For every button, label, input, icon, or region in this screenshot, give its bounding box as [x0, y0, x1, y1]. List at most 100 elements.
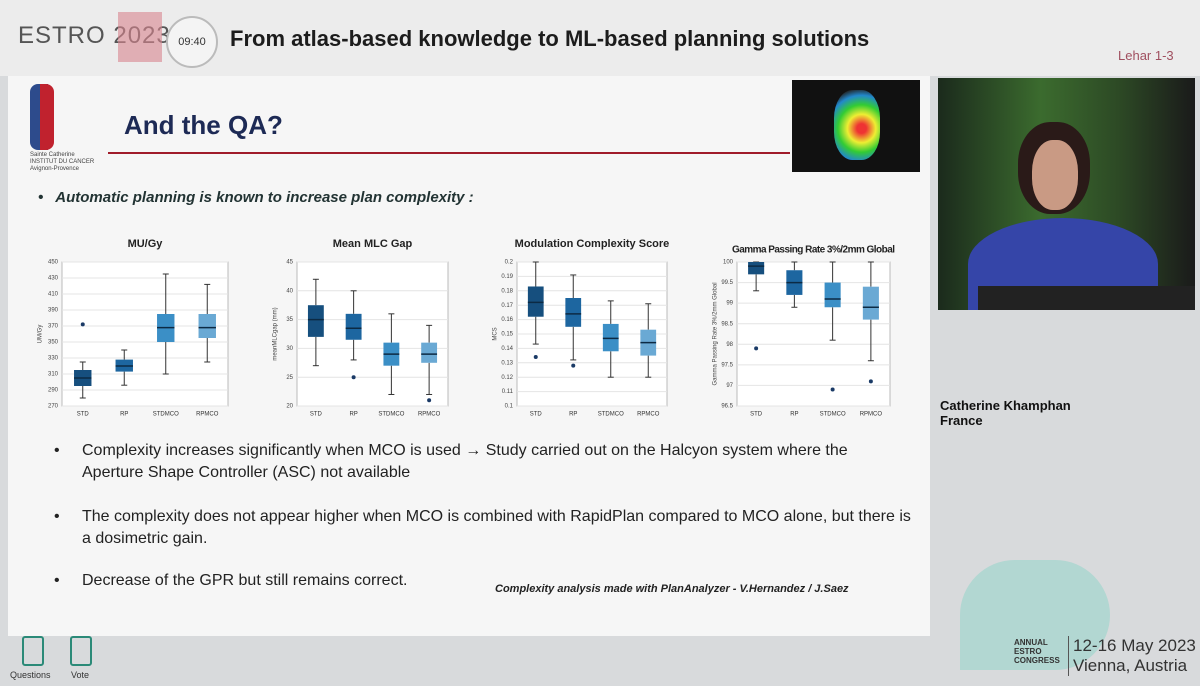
y-tick-label: 99: [726, 301, 733, 307]
y-tick-label: 0.13: [501, 360, 513, 366]
x-tick-label: STDMCO: [153, 412, 179, 418]
outlier: [868, 379, 873, 384]
bullet: The complexity does not appear higher wh…: [54, 506, 912, 550]
bullet: Complexity increases significantly when …: [54, 440, 912, 484]
y-tick-label: 0.2: [505, 260, 514, 266]
clock: 09:40: [166, 16, 218, 68]
vote-label[interactable]: Vote: [71, 670, 90, 680]
outlier: [533, 355, 538, 360]
y-tick-label: 0.17: [501, 303, 513, 309]
outlier: [830, 387, 835, 392]
x-tick-label: STD: [530, 412, 543, 418]
y-tick-label: 390: [48, 308, 59, 314]
y-tick-label: 25: [286, 375, 293, 381]
bullet: Decrease of the GPR but still remains co…: [54, 570, 912, 592]
box-plots: MU/GyUM/Gy270290310330350370390410430450…: [38, 238, 896, 418]
intro-text: Automatic planning is known to increase …: [55, 189, 474, 206]
x-tick-label: STD: [77, 412, 90, 418]
y-tick-label: 98: [726, 342, 733, 348]
x-tick-label: STDMCO: [598, 412, 624, 418]
y-tick-label: 450: [48, 260, 59, 266]
y-tick-label: 370: [48, 324, 59, 330]
logo-line: INSTITUT DU CANCER: [30, 159, 95, 165]
box: [748, 262, 765, 275]
speaker-video: [938, 78, 1195, 310]
y-tick-label: 290: [48, 388, 59, 394]
slide-title: And the QA?: [124, 110, 283, 140]
questions-label[interactable]: Questions: [10, 670, 51, 680]
congress-place: Vienna, Austria: [1073, 656, 1188, 675]
box: [307, 305, 324, 337]
x-tick-label: STD: [750, 412, 763, 418]
x-tick-label: RP: [120, 412, 128, 418]
y-axis-label: MCS: [493, 327, 499, 340]
questions-icon[interactable]: [22, 636, 44, 666]
y-tick-label: 97.5: [721, 362, 733, 368]
x-tick-label: RPMCO: [637, 412, 660, 418]
y-tick-label: 330: [48, 356, 59, 362]
box: [824, 282, 841, 308]
reference: Lehar 1-3: [1118, 48, 1174, 63]
congress-line: ESTRO: [1014, 647, 1042, 656]
box: [565, 298, 582, 327]
y-tick-label: 97: [726, 383, 733, 389]
congress-info: 12-16 May 2023 Vienna, Austria: [1068, 636, 1196, 676]
y-tick-label: 98.5: [721, 321, 733, 327]
box: [345, 313, 362, 340]
speaker: Catherine Khamphan France: [940, 398, 1071, 428]
x-tick-label: RPMCO: [418, 412, 441, 418]
outlier: [80, 322, 85, 327]
x-tick-label: RP: [790, 412, 798, 418]
y-tick-label: 0.19: [501, 274, 513, 280]
y-tick-label: 0.12: [501, 375, 513, 381]
y-tick-label: 430: [48, 276, 59, 282]
chart-title: Mean MLC Gap: [333, 238, 413, 250]
y-tick-label: 35: [286, 317, 293, 323]
vote-icon[interactable]: [70, 636, 92, 666]
y-tick-label: 0.18: [501, 288, 513, 294]
congress-dates: 12-16 May 2023: [1073, 636, 1196, 655]
outlier: [351, 375, 356, 380]
y-tick-label: 40: [286, 288, 293, 294]
y-tick-label: 96.5: [721, 404, 733, 410]
y-axis-label: meanMLCgap (mm): [273, 307, 279, 360]
intro: • Automatic planning is known to increase…: [38, 189, 474, 206]
y-tick-label: 310: [48, 372, 59, 378]
box: [421, 342, 438, 363]
outlier: [571, 363, 576, 368]
y-tick-label: 410: [48, 292, 59, 298]
y-tick-label: 0.16: [501, 317, 513, 323]
y-tick-label: 270: [48, 404, 59, 410]
x-tick-label: RPMCO: [196, 412, 219, 418]
congress-line: ANNUAL: [1014, 638, 1048, 647]
x-tick-label: RP: [569, 412, 577, 418]
chart-title: Gamma Passing Rate 3%/2mm Global: [732, 245, 895, 256]
y-tick-label: 0.14: [501, 346, 513, 352]
footnote: Complexity analysis made with PlanAnalyz…: [495, 583, 849, 595]
y-tick-label: 0.15: [501, 332, 513, 338]
logo-text: Sainte Catherine INSTITUT DU CANCER Avig…: [30, 152, 94, 173]
y-tick-label: 0.1: [505, 404, 514, 410]
congress-shape: [960, 560, 1110, 670]
header-title: From atlas-based knowledge to ML-based p…: [230, 26, 870, 51]
y-tick-label: 0.11: [502, 389, 514, 395]
y-tick-label: 350: [48, 340, 59, 346]
x-tick-label: STDMCO: [820, 412, 846, 418]
title-rule: [108, 152, 790, 154]
ct-image: [792, 80, 920, 172]
logo-line: Avignon-Provence: [30, 166, 79, 172]
logo-line: Sainte Catherine: [30, 152, 75, 158]
logo: [30, 84, 92, 152]
congress-line: CONGRESS: [1014, 656, 1060, 665]
y-tick-label: 45: [286, 260, 293, 266]
speaker-name: Catherine Khamphan: [940, 398, 1071, 413]
brand-shape: [118, 12, 162, 62]
plot-area: [736, 261, 891, 407]
outlier: [754, 346, 759, 351]
congress-label: ANNUAL ESTRO CONGRESS: [1014, 638, 1060, 665]
y-tick-label: 30: [286, 346, 293, 352]
x-tick-label: RPMCO: [860, 412, 883, 418]
x-tick-label: STDMCO: [378, 412, 404, 418]
chart-title: MU/Gy: [128, 238, 164, 250]
